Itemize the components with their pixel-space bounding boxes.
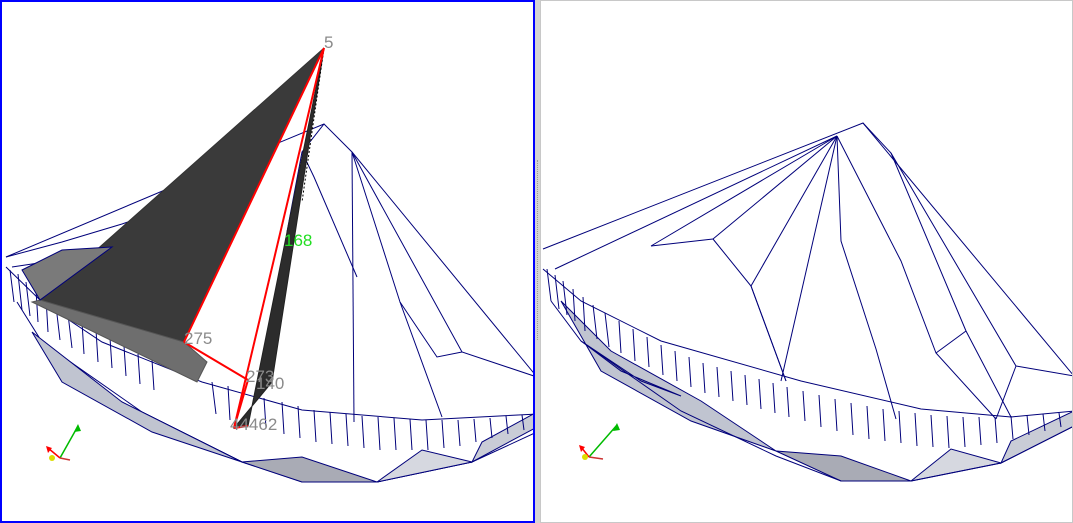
girdle-facets [9, 269, 525, 451]
splitter-grip[interactable] [537, 160, 539, 340]
vertex-label-140: 140 [256, 374, 284, 393]
adjacent-face[interactable] [30, 299, 208, 383]
pavilion-faces [31, 331, 533, 483]
vertex-label-273: 273 [246, 367, 274, 386]
left-mesh-canvas[interactable]: 5 168 275 273 140 44462 [2, 2, 535, 523]
adjacent-face-top [21, 246, 114, 301]
right-3d-viewport[interactable] [540, 0, 1073, 523]
vertex-label-apex: 5 [324, 33, 333, 52]
pavilion-faces [560, 300, 1072, 482]
vertex-label-275: 275 [184, 329, 212, 348]
selection-edges [183, 47, 325, 429]
axis-triad-icon [579, 423, 620, 460]
right-mesh-canvas[interactable] [541, 1, 1073, 523]
axis-triad-icon [46, 424, 81, 461]
hidden-edge [301, 47, 325, 203]
girdle-facets [546, 268, 1062, 449]
vertex-label-cluster: 44462 [230, 415, 277, 434]
gem-mesh [542, 122, 1072, 420]
vertex-label-168: 168 [284, 231, 312, 250]
pavilion-lines [550, 300, 1072, 482]
left-3d-viewport[interactable]: 5 168 275 273 140 44462 [0, 0, 535, 523]
